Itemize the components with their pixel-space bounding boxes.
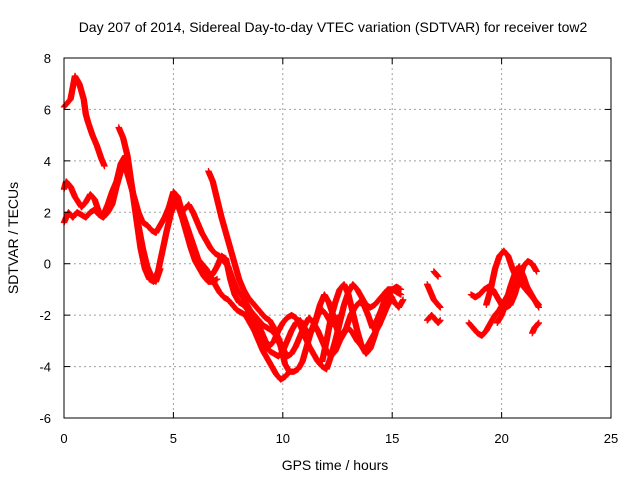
- point-markers: [60, 72, 108, 170]
- series-track-17: [529, 319, 542, 337]
- x-tick-label: 5: [170, 431, 177, 446]
- y-tick-label: 8: [44, 51, 51, 66]
- series-track-8: [253, 281, 405, 373]
- chart-title: Day 207 of 2014, Sidereal Day-to-day VTE…: [79, 19, 588, 35]
- x-tick-label: 20: [494, 431, 508, 446]
- point-markers: [424, 311, 444, 327]
- y-tick-label: 2: [44, 205, 51, 220]
- point-markers: [60, 152, 164, 285]
- series-track-1: [60, 72, 108, 170]
- x-axis-label: GPS time / hours: [282, 457, 389, 473]
- point-markers: [529, 319, 542, 337]
- series-track-12: [430, 268, 442, 280]
- x-tick-label: 10: [276, 431, 290, 446]
- y-tick-label: -2: [39, 308, 51, 323]
- y-tick-label: 0: [44, 257, 51, 272]
- point-markers: [424, 281, 444, 311]
- point-markers: [430, 268, 442, 280]
- series-track-10: [424, 281, 444, 311]
- x-tick-label: 25: [604, 431, 618, 446]
- y-tick-label: 6: [44, 102, 51, 117]
- grid-lines: [64, 58, 611, 418]
- x-tick-label: 0: [60, 431, 67, 446]
- point-markers: [494, 263, 532, 327]
- x-tick-label: 15: [385, 431, 399, 446]
- y-tick-label: 4: [44, 154, 51, 169]
- point-markers: [318, 281, 405, 365]
- x-tick-labels: 0 5 10 15 20 25: [60, 431, 618, 446]
- y-axis-label: SDTVAR / TECUs: [5, 182, 21, 294]
- y-tick-label: -6: [39, 411, 51, 426]
- series-track-9: [318, 281, 405, 365]
- y-tick-label: -4: [39, 360, 51, 375]
- series-track-2: [60, 152, 164, 285]
- point-markers: [253, 281, 405, 373]
- y-tick-labels: -6 -4 -2 0 2 4 6 8: [39, 51, 51, 426]
- series-track-11: [424, 311, 444, 327]
- series-track-16: [494, 263, 532, 327]
- plot-frame: [63, 57, 612, 419]
- data-points: [60, 72, 542, 383]
- axis-ticks: [63, 57, 612, 419]
